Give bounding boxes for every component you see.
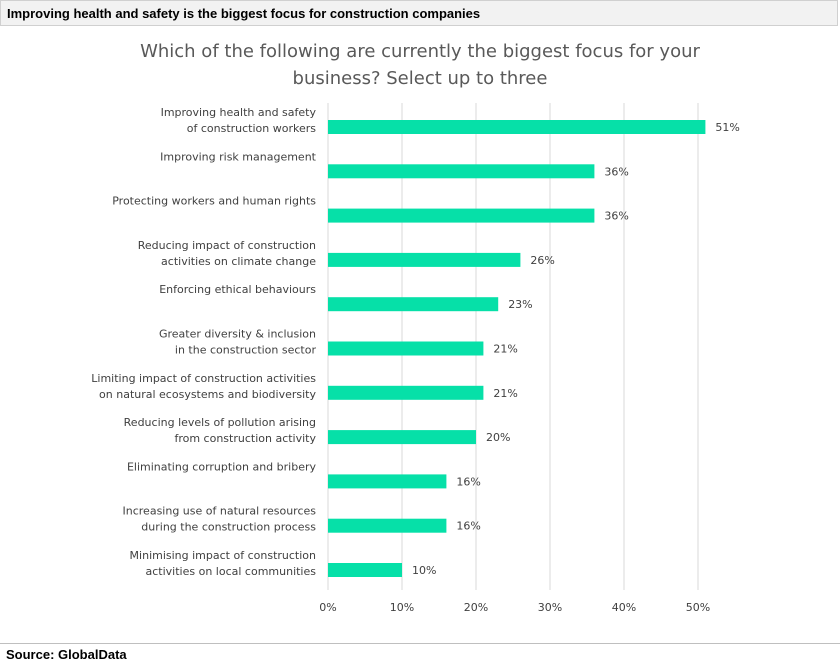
bar [328,120,706,134]
category-label: Minimising impact of construction activit… [130,549,317,578]
report-title: Improving health and safety is the bigge… [7,6,481,21]
category-label: Eliminating corruption and bribery [127,460,317,473]
value-label: 10% [412,564,436,577]
x-tick-label: 0% [319,601,336,614]
bar [328,341,484,356]
bar [328,385,484,400]
category-label: Greater diversity & inclusion in the cons… [159,328,317,357]
bar [328,297,499,312]
source-note: Source: GlobalData [6,647,127,662]
bar [328,518,447,533]
value-label: 23% [508,298,532,311]
value-label: 20% [486,431,510,444]
bar [328,164,595,179]
value-label: 16% [456,520,480,533]
report-header: Improving health and safety is the bigge… [0,0,838,26]
category-label: Limiting impact of construction activiti… [91,372,316,401]
bar [328,430,476,445]
category-label: Protecting workers and human rights [112,195,316,208]
x-tick-label: 20% [464,601,488,614]
x-tick-label: 40% [612,601,636,614]
value-label: 51% [715,121,739,134]
x-tick-label: 50% [686,601,710,614]
value-label: 36% [604,165,628,178]
bar [328,563,402,577]
x-tick-label: 30% [538,601,562,614]
category-label: Reducing impact of construction activitie… [138,239,317,268]
bar [328,208,595,223]
category-label: Increasing use of natural resources durin… [123,505,317,534]
category-label: Improving health and safety of constructi… [161,106,317,135]
chart-title: Which of the following are currently the… [140,41,700,89]
bar [328,474,447,489]
x-tick-label: 10% [390,601,414,614]
footer-divider [0,643,840,644]
value-label: 16% [456,475,480,488]
category-label: Improving risk management [160,150,317,163]
value-label: 26% [530,254,554,267]
category-label: Enforcing ethical behaviours [159,283,316,296]
value-label: 21% [493,343,517,356]
value-label: 36% [604,210,628,223]
bar [328,252,521,267]
category-label: Reducing levels of pollution arising from… [124,416,317,445]
value-label: 21% [493,387,517,400]
